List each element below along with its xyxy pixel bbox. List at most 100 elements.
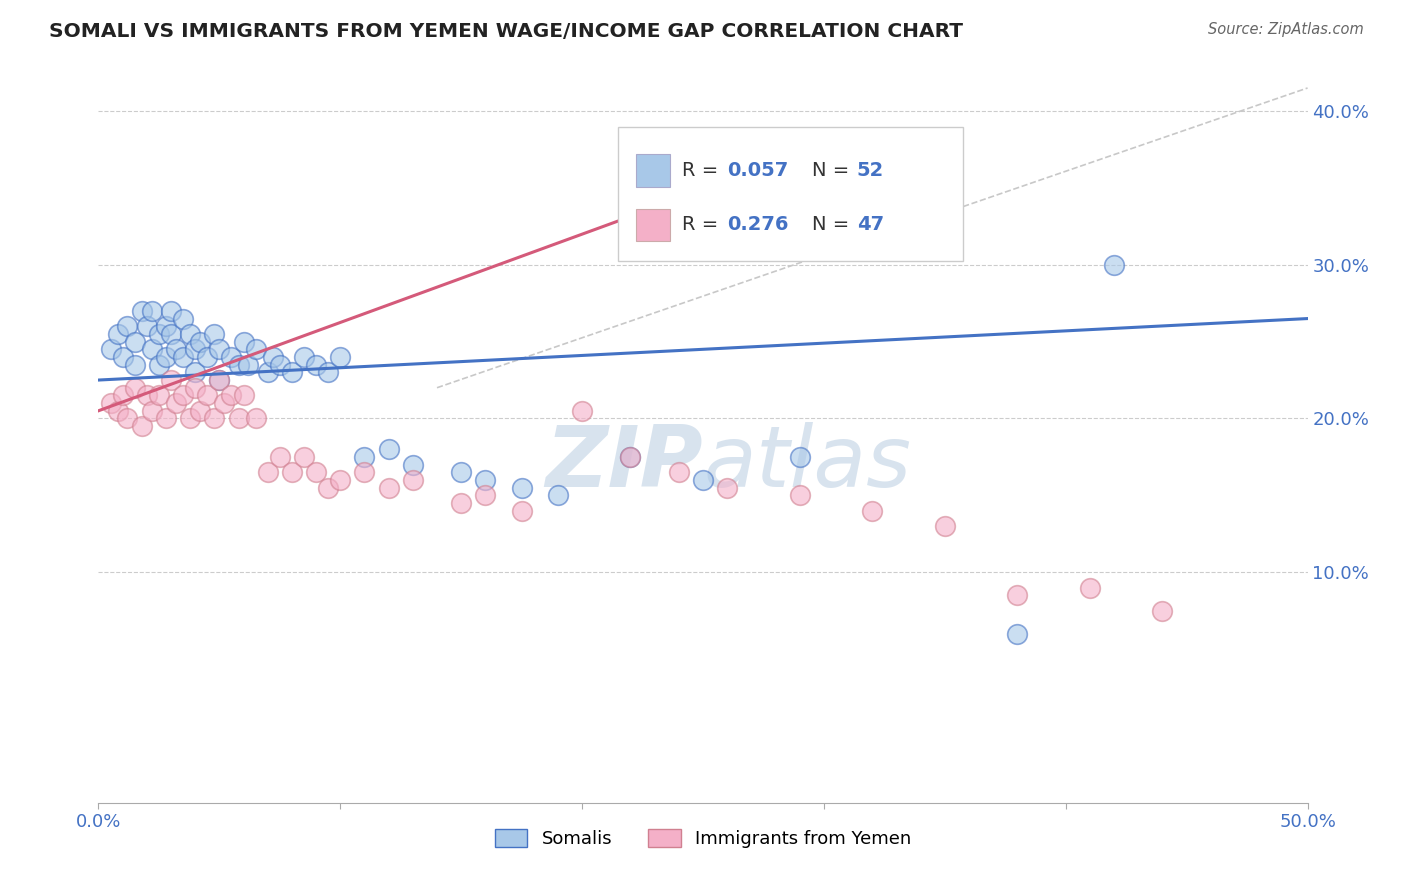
Point (135, 388, 157, 402)
Text: N =: N = (811, 215, 855, 235)
Point (221, 350, 243, 364)
Point (117, 319, 139, 334)
Point (141, 404, 163, 418)
Point (245, 343, 267, 357)
Point (228, 358, 250, 372)
Point (402, 473, 425, 487)
Point (160, 373, 183, 387)
Point (510, 504, 533, 518)
Point (107, 404, 129, 418)
Point (165, 396, 187, 410)
Point (204, 326, 226, 341)
Point (179, 326, 201, 341)
Point (256, 465, 278, 479)
Text: 0.276: 0.276 (727, 215, 789, 235)
Point (353, 465, 375, 479)
Point (269, 358, 291, 372)
Point (668, 465, 690, 479)
Point (232, 388, 254, 402)
Point (329, 350, 352, 364)
Point (195, 388, 218, 402)
Point (619, 450, 641, 464)
Point (1102, 258, 1125, 272)
Point (232, 334, 254, 349)
Point (860, 504, 883, 518)
FancyBboxPatch shape (637, 209, 671, 241)
Text: R =: R = (682, 215, 725, 235)
Point (117, 411, 139, 425)
Text: R =: R = (682, 161, 725, 180)
Point (619, 450, 641, 464)
Point (510, 481, 533, 495)
Point (269, 450, 291, 464)
Point (172, 311, 194, 326)
Point (100, 343, 122, 357)
Point (292, 450, 315, 464)
Point (329, 473, 352, 487)
Point (450, 465, 472, 479)
Point (124, 381, 146, 395)
Point (160, 326, 183, 341)
Point (1007, 626, 1029, 640)
Point (208, 343, 231, 357)
Point (188, 334, 211, 349)
Point (305, 465, 328, 479)
Point (571, 404, 593, 418)
Point (789, 488, 811, 502)
Point (100, 396, 122, 410)
Point (195, 350, 218, 364)
Point (262, 350, 284, 364)
Point (111, 388, 134, 402)
Point (135, 319, 157, 334)
Point (155, 411, 177, 425)
Point (316, 365, 339, 379)
Point (184, 381, 207, 395)
Text: 52: 52 (856, 161, 884, 180)
Point (474, 473, 496, 487)
Point (281, 365, 304, 379)
Point (1078, 581, 1101, 595)
Point (148, 388, 170, 402)
Point (184, 343, 207, 357)
Point (377, 442, 399, 457)
Point (141, 304, 163, 318)
Point (934, 519, 956, 533)
Point (256, 365, 278, 379)
Point (1007, 588, 1029, 602)
Point (160, 304, 183, 318)
Point (172, 388, 194, 402)
Point (547, 488, 569, 502)
Point (107, 326, 129, 341)
Point (292, 350, 315, 364)
Text: atlas: atlas (703, 422, 911, 505)
Text: N =: N = (811, 161, 855, 180)
Point (184, 365, 207, 379)
Point (316, 481, 339, 495)
FancyBboxPatch shape (637, 154, 671, 186)
Point (124, 334, 146, 349)
Point (208, 373, 231, 387)
Point (402, 458, 425, 472)
FancyBboxPatch shape (619, 128, 963, 260)
Point (789, 450, 811, 464)
Point (474, 488, 496, 502)
Point (245, 411, 267, 425)
Point (692, 473, 714, 487)
Point (148, 326, 170, 341)
Point (141, 343, 163, 357)
Legend: Somalis, Immigrants from Yemen: Somalis, Immigrants from Yemen (488, 822, 918, 855)
Point (148, 358, 170, 372)
Text: 47: 47 (856, 215, 884, 235)
Point (155, 350, 177, 364)
Point (305, 358, 328, 372)
Text: SOMALI VS IMMIGRANTS FROM YEMEN WAGE/INCOME GAP CORRELATION CHART: SOMALI VS IMMIGRANTS FROM YEMEN WAGE/INC… (49, 22, 963, 41)
Point (228, 411, 250, 425)
Point (1152, 604, 1174, 618)
Point (208, 373, 231, 387)
Point (238, 358, 260, 372)
Point (131, 304, 153, 318)
Text: Source: ZipAtlas.com: Source: ZipAtlas.com (1208, 22, 1364, 37)
Point (221, 388, 243, 402)
Point (131, 419, 153, 434)
Point (155, 319, 177, 334)
